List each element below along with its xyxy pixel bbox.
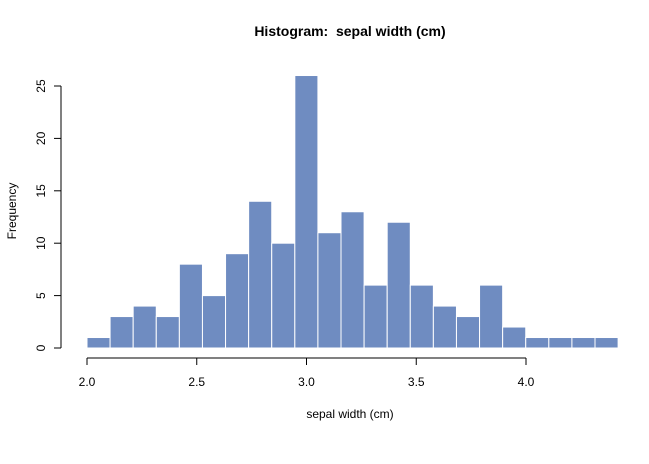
chart-title: Histogram: sepal width (cm) [254, 23, 446, 39]
x-tick-label: 2.5 [188, 375, 205, 389]
y-axis: 0 5 10 15 20 25 [34, 79, 62, 351]
histogram-bar [594, 337, 619, 349]
y-tick-label: 0 [34, 344, 48, 351]
histogram-bar [271, 242, 296, 349]
x-axis: 2.0 2.5 3.0 3.5 4.0 [79, 357, 535, 389]
y-tick-label: 10 [34, 236, 48, 250]
x-tick-label: 2.0 [79, 375, 96, 389]
histogram-bar [109, 316, 134, 349]
bars-group [86, 75, 619, 349]
histogram-bar [363, 284, 388, 349]
histogram-bar [317, 232, 342, 349]
histogram-bar [479, 284, 504, 349]
y-tick-label: 25 [34, 79, 48, 93]
histogram-bar [571, 337, 596, 349]
histogram-bar [548, 337, 573, 349]
x-tick-label: 3.0 [298, 375, 315, 389]
histogram-bar [178, 263, 203, 349]
histogram-bar [386, 221, 411, 349]
histogram-bar [502, 326, 527, 349]
histogram-bar [525, 337, 550, 349]
histogram-bar [455, 316, 481, 349]
histogram-bar [86, 337, 111, 349]
histogram-bar [340, 211, 365, 349]
y-tick-label: 20 [34, 131, 48, 145]
x-tick-label: 3.5 [408, 375, 425, 389]
histogram-bar [201, 295, 227, 349]
y-tick-label: 15 [34, 184, 48, 198]
histogram-bar [132, 305, 157, 349]
x-tick-label: 4.0 [518, 375, 535, 389]
y-tick-label: 5 [34, 292, 48, 299]
histogram-bar [294, 75, 319, 349]
histogram-bar [432, 305, 457, 349]
histogram-bar [155, 316, 180, 349]
histogram-bar [409, 284, 434, 349]
histogram-bar [225, 253, 250, 349]
x-axis-label: sepal width (cm) [306, 407, 394, 421]
histogram-bar [248, 200, 273, 349]
